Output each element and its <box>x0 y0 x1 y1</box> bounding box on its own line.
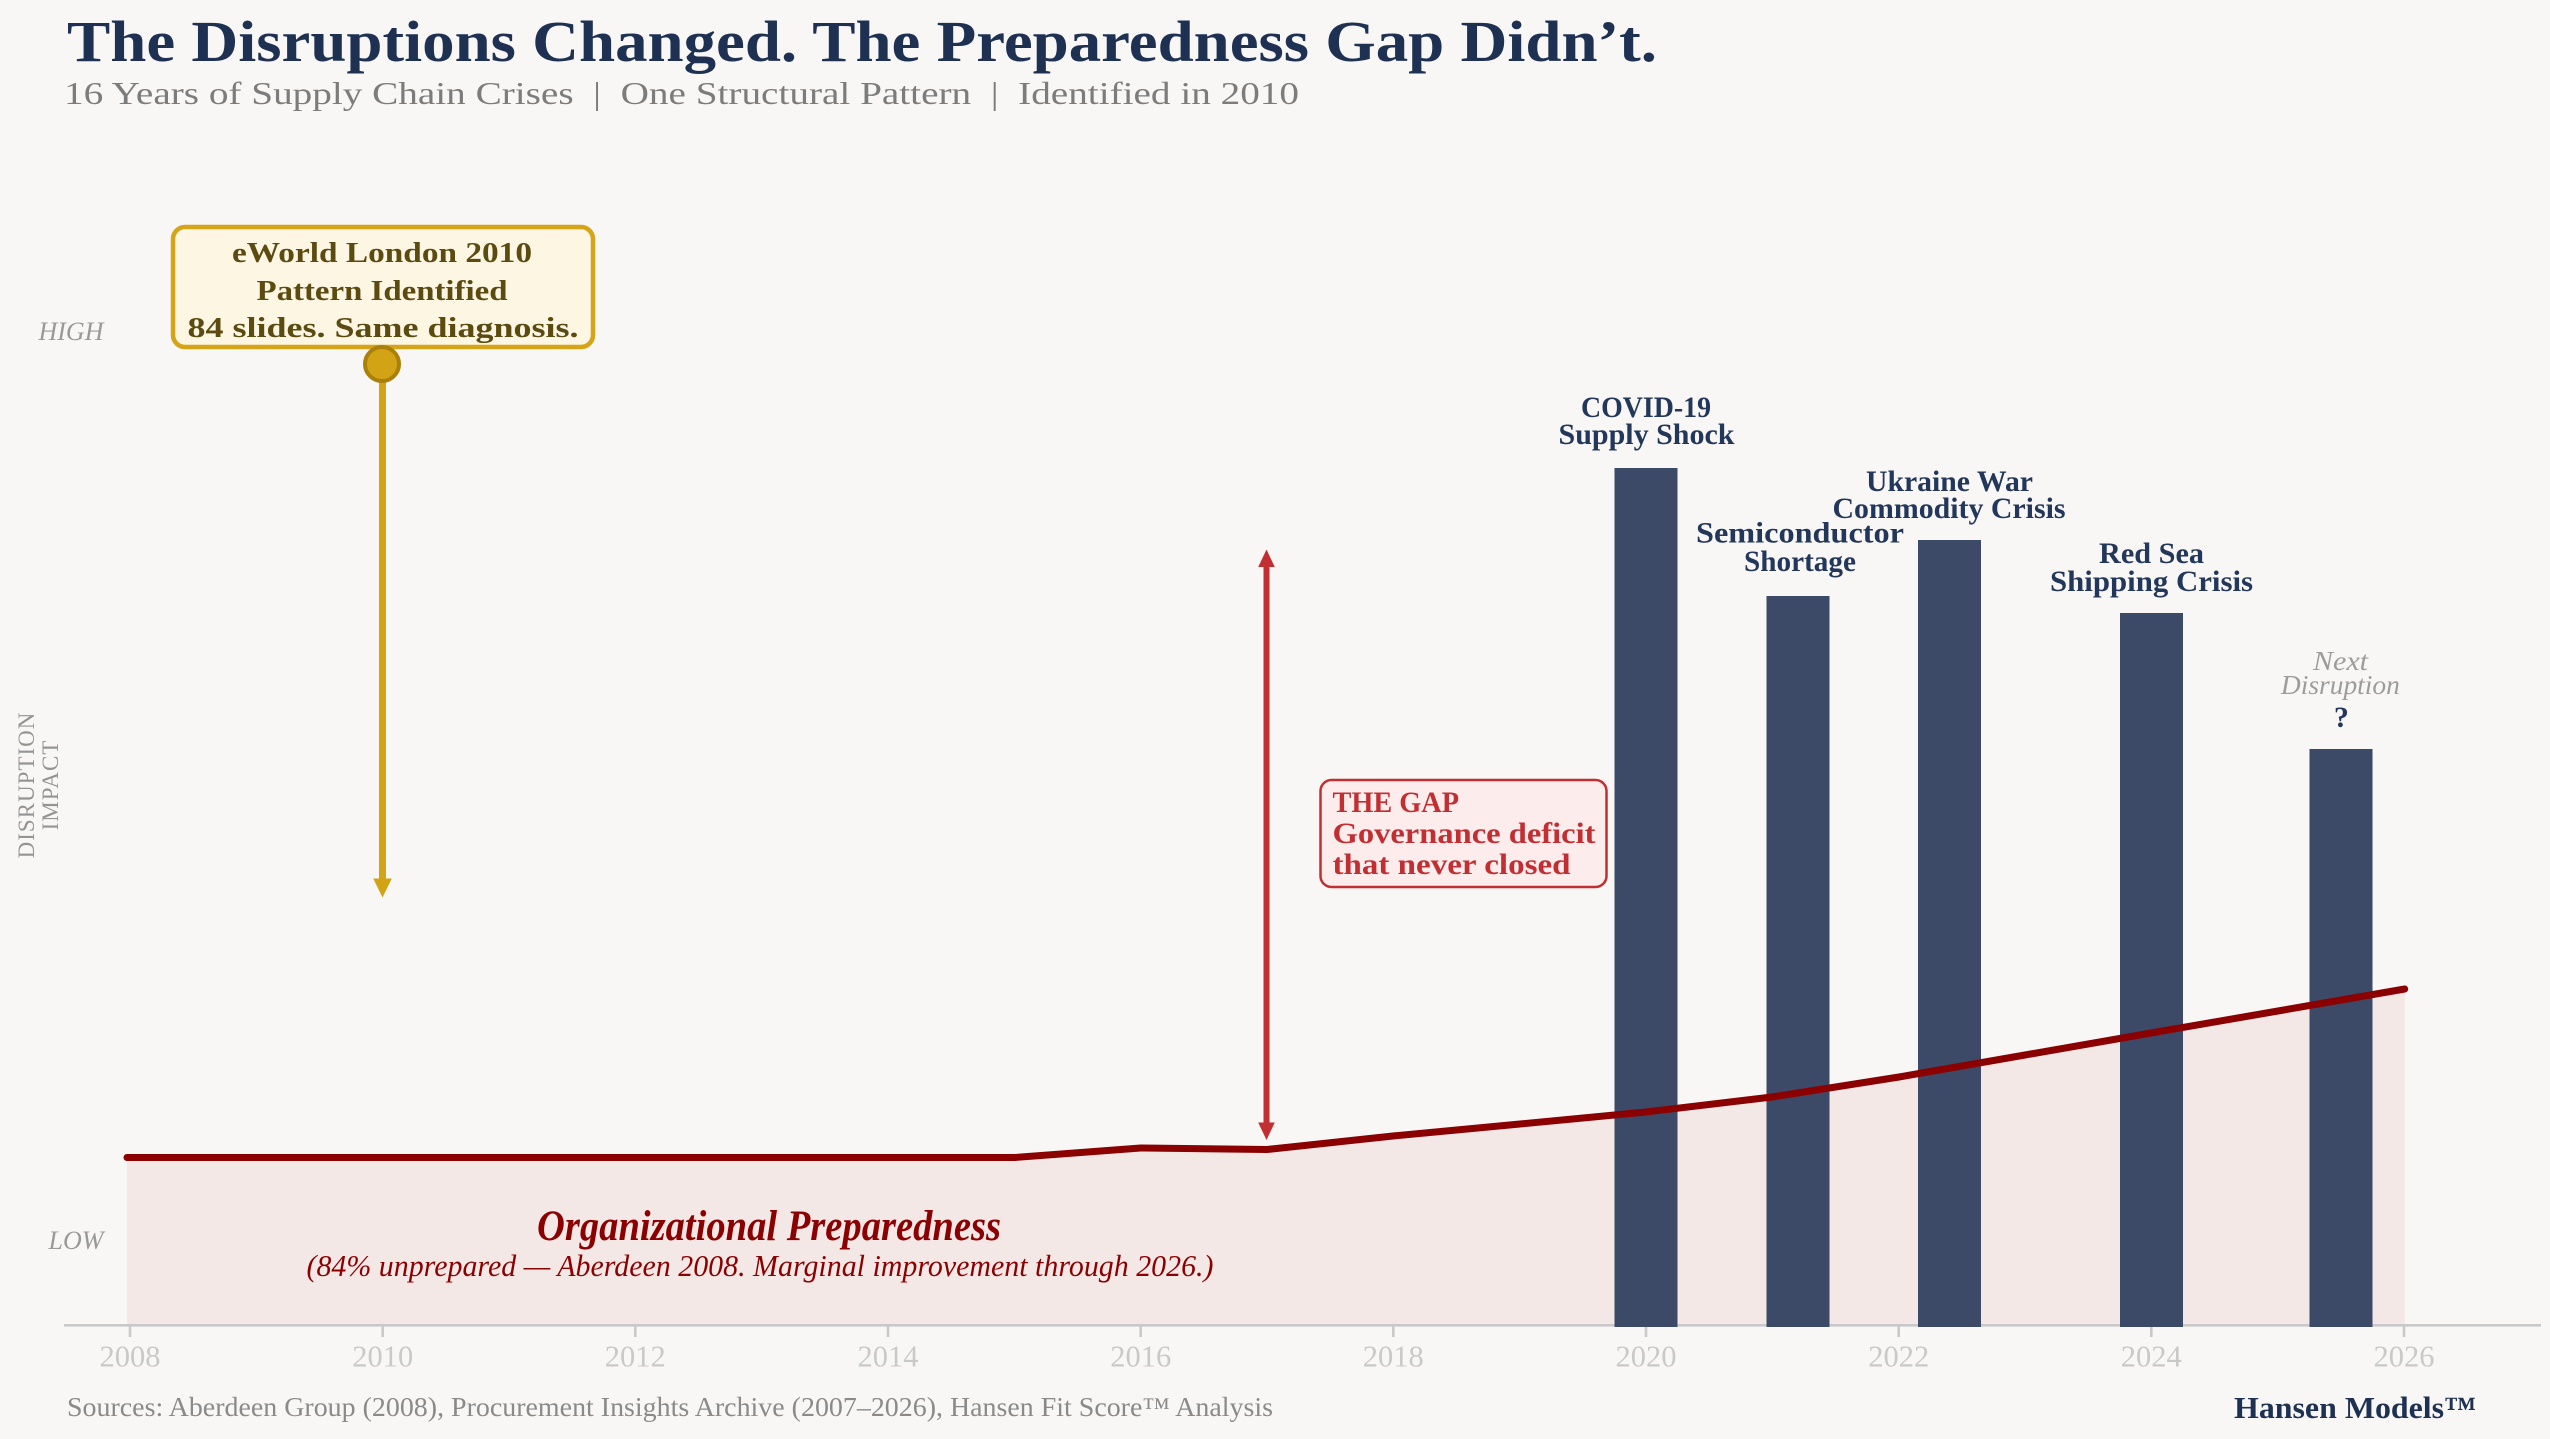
svg-text:2018: 2018 <box>1363 1340 1424 1374</box>
svg-text:Commodity Crisis: Commodity Crisis <box>1833 492 2066 525</box>
svg-text:that never closed: that never closed <box>1333 848 1571 881</box>
svg-text:2008: 2008 <box>100 1340 161 1374</box>
svg-text:2020: 2020 <box>1616 1340 1677 1374</box>
svg-text:2010: 2010 <box>352 1340 413 1374</box>
svg-text:2014: 2014 <box>858 1340 919 1374</box>
svg-text:LOW: LOW <box>48 1226 106 1255</box>
svg-text:DISRUPTION: DISRUPTION <box>14 712 39 859</box>
svg-text:2022: 2022 <box>1868 1340 1929 1374</box>
svg-text:84 slides. Same diagnosis.: 84 slides. Same diagnosis. <box>188 313 579 344</box>
svg-text:Shortage: Shortage <box>1744 545 1856 578</box>
svg-text:Red Sea: Red Sea <box>2099 537 2204 570</box>
svg-text:THE GAP: THE GAP <box>1333 786 1460 819</box>
svg-text:The Disruptions Changed. The P: The Disruptions Changed. The Preparednes… <box>67 9 1657 74</box>
svg-text:2024: 2024 <box>2121 1340 2182 1374</box>
svg-text:2016: 2016 <box>1110 1340 1171 1374</box>
svg-text:Semiconductor: Semiconductor <box>1696 517 1904 550</box>
svg-text:Shipping Crisis: Shipping Crisis <box>2050 565 2253 598</box>
svg-text:eWorld London 2010: eWorld London 2010 <box>232 238 532 269</box>
svg-text:2026: 2026 <box>2374 1340 2435 1374</box>
svg-text:Next: Next <box>2312 646 2370 676</box>
svg-text:IMPACT: IMPACT <box>38 740 63 831</box>
svg-text:COVID-19: COVID-19 <box>1581 391 1711 424</box>
svg-text:Organizational Preparedness: Organizational Preparedness <box>537 1203 1001 1250</box>
svg-text:Governance deficit: Governance deficit <box>1333 817 1596 850</box>
svg-text:Hansen Models™: Hansen Models™ <box>2234 1390 2476 1425</box>
svg-text:Ukraine War: Ukraine War <box>1866 465 2033 498</box>
svg-text:Sources: Aberdeen Group (2008): Sources: Aberdeen Group (2008), Procurem… <box>67 1392 1273 1422</box>
svg-text:Supply Shock: Supply Shock <box>1559 418 1735 451</box>
svg-text:?: ? <box>2334 701 2349 734</box>
svg-text:(84% unprepared — Aberdeen 200: (84% unprepared — Aberdeen 2008. Margina… <box>307 1248 1214 1283</box>
svg-text:16 Years of Supply Chain Crise: 16 Years of Supply Chain Crises | One St… <box>64 75 1299 111</box>
svg-text:HIGH: HIGH <box>38 317 105 346</box>
svg-text:Pattern Identified: Pattern Identified <box>257 276 508 307</box>
svg-text:2012: 2012 <box>605 1340 666 1374</box>
svg-text:Disruption: Disruption <box>2280 670 2400 700</box>
